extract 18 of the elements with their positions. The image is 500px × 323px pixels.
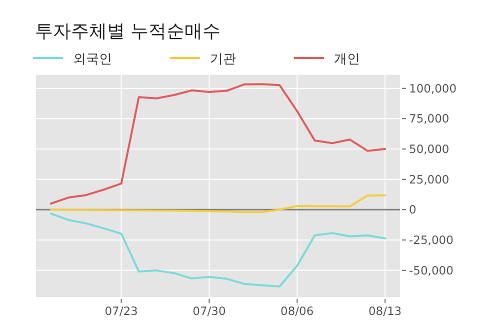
y-tick-label: 25,000: [409, 172, 450, 186]
y-tick-label: 100,000: [409, 81, 457, 96]
y-tick-label: 50,000: [409, 142, 450, 156]
y-tick-label: 75,000: [409, 112, 450, 126]
legend-label: 외국인: [73, 52, 112, 67]
y-tick-label: -25,000: [409, 232, 454, 247]
y-tick-label: -50,000: [409, 263, 454, 278]
y-tick-label: 0: [409, 202, 416, 217]
x-tick-label: 07/23: [104, 304, 138, 318]
x-tick-label: 08/06: [280, 304, 314, 318]
line-series: [50, 194, 386, 214]
x-tick-label: 08/13: [368, 304, 402, 318]
legend-label: 기관: [210, 52, 236, 67]
legend-label: 개인: [334, 52, 360, 67]
line-series: [50, 212, 386, 288]
chart-title: 투자주체별 누적순매수: [35, 21, 221, 42]
x-tick-label: 07/30: [192, 304, 226, 318]
line-series: [50, 83, 386, 205]
